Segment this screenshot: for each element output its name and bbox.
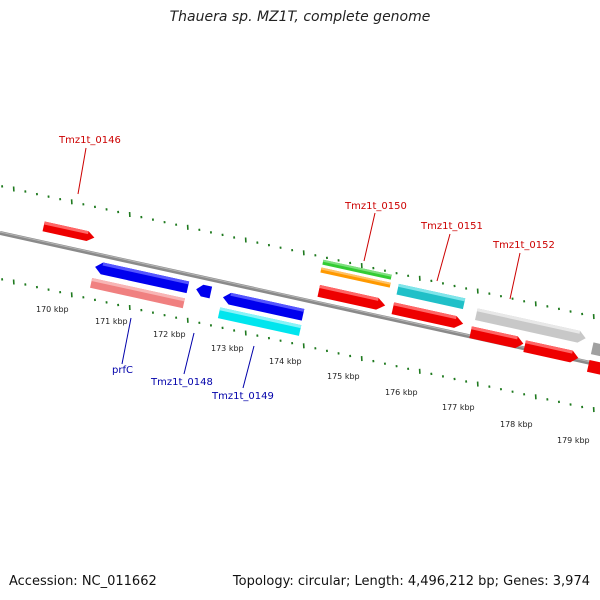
gene-features [42, 221, 600, 376]
accession-text: Accession: NC_011662 [9, 574, 157, 589]
gene-tmz1t-0150[interactable] [317, 285, 386, 311]
label-tmz1t-0152: Tmz1t_0152 [492, 240, 555, 251]
gene-tmz1t-0150-green[interactable] [322, 259, 392, 280]
upper-tick-ring [1, 185, 595, 320]
gene-prfC-blue[interactable] [94, 261, 190, 294]
gene-tmz1t-0152-cds[interactable] [469, 326, 524, 349]
label-tmz1t-0151: Tmz1t_0151 [420, 221, 483, 232]
label-tmz1t-0150: Tmz1t_0150 [344, 201, 407, 212]
label-tmz1t-0149: Tmz1t_0149 [211, 391, 274, 402]
scale-label-170: 170 kbp [36, 305, 69, 314]
gene-tmz1t-0152[interactable] [474, 308, 587, 344]
scale-label-172: 172 kbp [153, 330, 186, 339]
gene-tmz1t-0150-orange[interactable] [320, 267, 391, 288]
gene-tmz1t-0149[interactable] [217, 307, 302, 336]
label-tmz1t-0146: Tmz1t_0146 [58, 135, 121, 146]
scale-label-173: 173 kbp [211, 344, 244, 353]
gene-edge-grey[interactable] [590, 342, 600, 358]
gene-tmz1t-0146[interactable] [42, 221, 96, 243]
map-title: Thauera sp. MZ1T, complete genome [169, 9, 431, 25]
scale-label-174: 174 kbp [269, 357, 302, 366]
scale-label-175: 175 kbp [327, 372, 360, 381]
gene-tmz1t-0151[interactable] [396, 283, 466, 310]
label-tmz1t-0148: Tmz1t_0148 [150, 377, 213, 388]
scale-label-177: 177 kbp [442, 403, 475, 412]
gene-tmz1t-0151-cds[interactable] [391, 302, 465, 329]
scale-label-179: 179 kbp [557, 436, 590, 445]
topology-text: Topology: circular; Length: 4,496,212 bp… [232, 574, 590, 589]
gene-prfC[interactable] [90, 278, 185, 309]
gene-tmz1t-0148[interactable] [195, 283, 213, 299]
scale-label-171: 171 kbp [95, 317, 128, 326]
gene-edge-red[interactable] [586, 359, 600, 376]
lower-tick-ring [1, 278, 595, 413]
gene-tmz1t-0153-cds[interactable] [523, 340, 579, 364]
label-prfC: prfC [112, 365, 133, 376]
scale-label-178: 178 kbp [500, 420, 533, 429]
gene-tmz1t-0149-blue[interactable] [222, 291, 305, 321]
scale-label-176: 176 kbp [385, 388, 418, 397]
gene-leader-lines [77, 147, 521, 389]
